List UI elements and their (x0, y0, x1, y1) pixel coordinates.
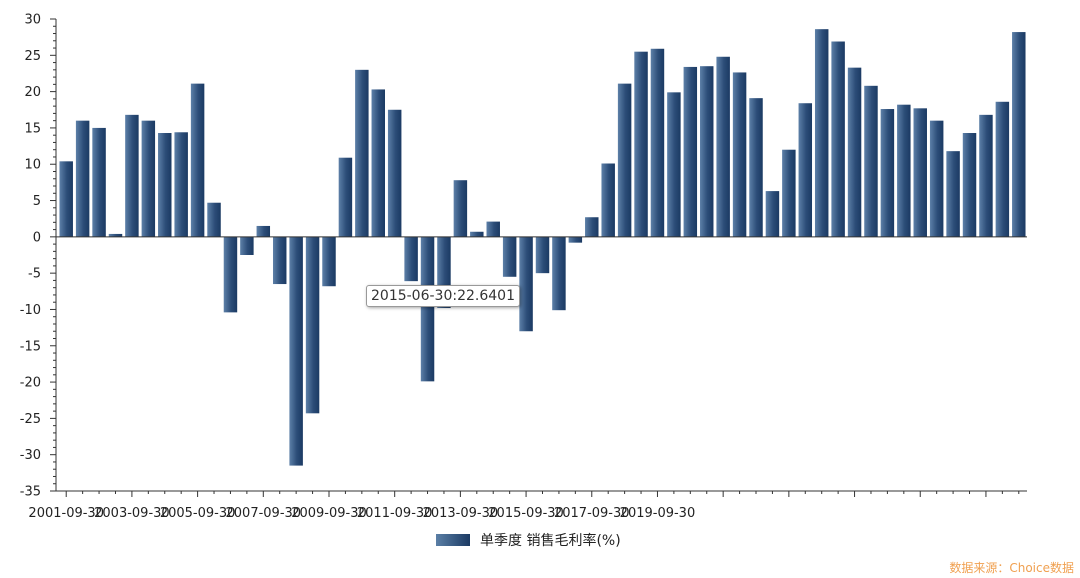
bar[interactable] (322, 236, 336, 287)
bar[interactable] (240, 236, 254, 255)
bar[interactable] (683, 66, 698, 237)
x-tick-label: 2005-09-30 (160, 506, 236, 521)
bar[interactable] (272, 236, 287, 285)
bar[interactable] (765, 191, 780, 237)
x-tick-label: 2015-09-30 (488, 506, 564, 521)
bar[interactable] (880, 109, 895, 237)
x-tick-label: 2007-09-30 (226, 506, 302, 521)
bar[interactable] (617, 83, 632, 237)
bars-group (59, 29, 1026, 466)
bar[interactable] (535, 236, 550, 274)
bar[interactable] (420, 236, 435, 382)
bar[interactable] (158, 133, 172, 237)
y-tick-label: 20 (24, 85, 41, 100)
bar[interactable] (913, 108, 927, 237)
bar[interactable] (634, 51, 648, 237)
bar[interactable] (552, 236, 566, 311)
bar[interactable] (470, 231, 484, 237)
y-tick-label: -35 (20, 485, 41, 500)
bar[interactable] (864, 85, 878, 237)
bar[interactable] (798, 103, 813, 237)
x-tick-label: 2011-09-30 (357, 506, 433, 521)
y-tick-label: 0 (33, 230, 41, 245)
x-tick-label: 2019-09-30 (620, 506, 696, 521)
bar[interactable] (585, 217, 599, 237)
bar[interactable] (782, 149, 796, 237)
bar[interactable] (371, 89, 385, 237)
bar[interactable] (831, 41, 845, 237)
bar[interactable] (946, 151, 960, 237)
bar[interactable] (995, 101, 1010, 237)
bar[interactable] (814, 29, 829, 237)
bar[interactable] (387, 109, 402, 237)
x-tick-label: 2003-09-30 (94, 506, 170, 521)
bar[interactable] (962, 133, 977, 237)
bar[interactable] (502, 236, 517, 277)
y-tick-label: -10 (20, 303, 41, 318)
x-tick-label: 2017-09-30 (554, 506, 630, 521)
bar[interactable] (355, 69, 369, 237)
bar[interactable] (716, 56, 730, 237)
bar[interactable] (141, 120, 156, 237)
bar[interactable] (404, 236, 418, 282)
bar[interactable] (486, 221, 500, 237)
y-tick-label: 10 (24, 158, 41, 173)
x-tick-label: 2009-09-30 (291, 506, 367, 521)
bar[interactable] (749, 98, 763, 237)
x-tick-label: 2001-09-30 (28, 506, 104, 521)
bar[interactable] (223, 236, 238, 313)
bar[interactable] (897, 104, 911, 237)
bar[interactable] (519, 236, 533, 332)
bar[interactable] (979, 114, 993, 237)
y-tick-label: -15 (20, 339, 41, 354)
bar[interactable] (207, 202, 221, 237)
bar[interactable] (92, 127, 106, 237)
bar[interactable] (667, 92, 681, 237)
y-tick-label: 25 (24, 49, 41, 64)
bar[interactable] (75, 120, 90, 237)
axes-group: 30 25 20 15 10 5 0 -5 -10 -15 -20 -25 -30 -35 2001-09-… (20, 13, 1027, 521)
bar[interactable] (289, 236, 303, 466)
bar[interactable] (732, 72, 747, 237)
bar[interactable] (1012, 32, 1026, 237)
bar[interactable] (338, 157, 353, 237)
bar[interactable] (305, 236, 320, 414)
bar[interactable] (700, 66, 714, 237)
x-tick-label: 2013-09-30 (423, 506, 499, 521)
bar[interactable] (847, 67, 862, 237)
y-tick-label: -5 (28, 267, 41, 282)
bar[interactable] (125, 114, 139, 237)
y-tick-label: 15 (24, 121, 41, 136)
legend-label: 单季度 销售毛利率(%) (480, 533, 621, 549)
y-tick-label: -30 (20, 448, 41, 463)
bar[interactable] (453, 180, 468, 237)
legend[interactable]: 单季度 销售毛利率(%) (436, 530, 621, 550)
y-tick-label: -20 (20, 376, 41, 391)
bar[interactable] (568, 236, 583, 243)
legend-swatch (436, 534, 470, 546)
bar[interactable] (650, 48, 665, 237)
bar[interactable] (59, 161, 73, 237)
data-tooltip: 2015-06-30:22.6401 (366, 285, 520, 307)
bar[interactable] (929, 120, 944, 237)
bar[interactable] (256, 225, 271, 237)
source-label: 数据来源：Choice数据 (949, 561, 1074, 575)
bar[interactable] (174, 132, 188, 237)
bar[interactable] (108, 233, 123, 237)
y-tick-label: 5 (33, 194, 41, 209)
y-tick-label: 30 (24, 13, 41, 28)
y-tick-label: -25 (20, 412, 41, 427)
bar[interactable] (601, 163, 615, 237)
bar[interactable] (190, 83, 205, 237)
